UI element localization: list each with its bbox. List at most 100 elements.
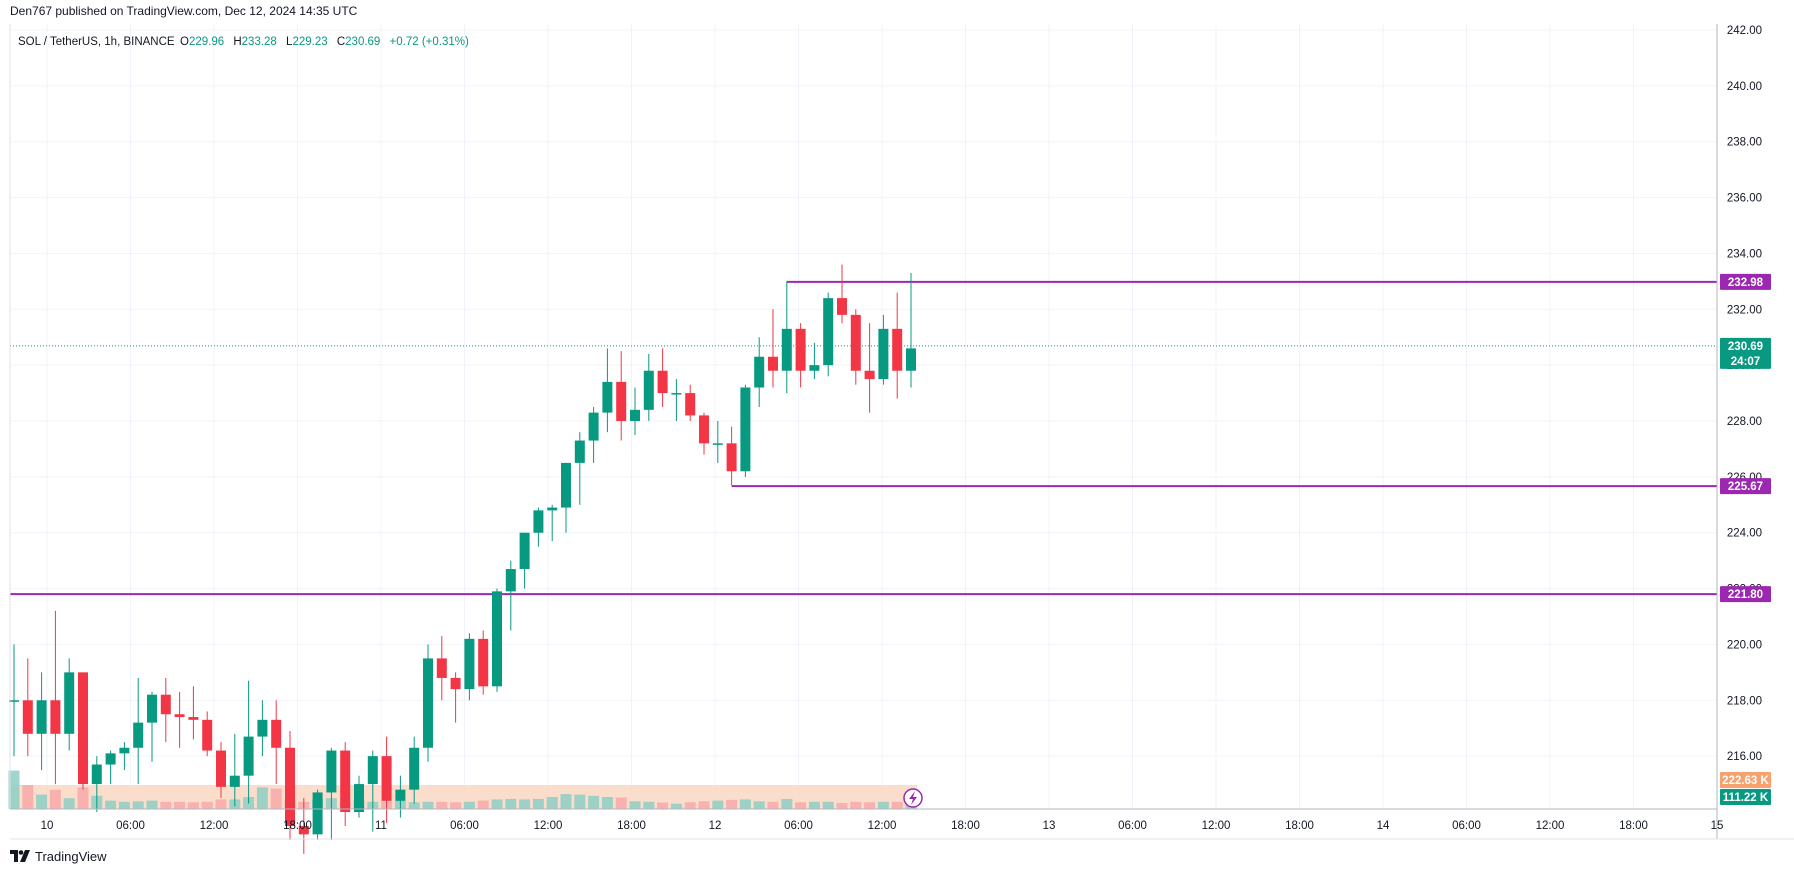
candle (91, 756, 102, 812)
candle-body (754, 356, 765, 388)
candle-body (367, 756, 378, 785)
volume-bar (670, 803, 682, 809)
candle-body (657, 370, 668, 394)
volume-bar (160, 801, 172, 809)
volume-bar (615, 797, 627, 809)
candle (50, 610, 61, 785)
candle (64, 658, 75, 751)
volume-current-tag-bg (1720, 789, 1771, 805)
candle (464, 633, 475, 701)
candle-body (22, 700, 33, 734)
candle (892, 292, 903, 399)
lightning-icon[interactable] (903, 788, 923, 808)
candle-body (174, 714, 185, 718)
tradingview-logo[interactable]: TradingView (10, 847, 107, 865)
candle-body (450, 677, 461, 690)
candle-body (726, 443, 737, 472)
y-tick-label: 242.00 (1727, 25, 1762, 37)
candle-body (340, 750, 351, 812)
volume-bar (256, 787, 268, 809)
candle-body (878, 328, 889, 380)
volume-bar (822, 801, 834, 809)
candle (809, 342, 820, 380)
volume-bar (795, 802, 807, 809)
price-axis[interactable]: 242.00 240.00 238.00 236.00 234.00 232.00 230.… (1727, 25, 1762, 763)
volume-bar (118, 801, 130, 809)
x-tick-label: 18:00 (617, 820, 646, 832)
candle-body (381, 756, 392, 801)
level-price-tag-text: 221.80 (1728, 589, 1763, 601)
volume-bar (560, 794, 572, 809)
y-tick-label: 228.00 (1727, 416, 1762, 428)
x-tick-label: 18:00 (951, 820, 980, 832)
candle (547, 504, 558, 542)
x-tick-label: 10 (41, 820, 54, 832)
candle (699, 412, 709, 455)
y-tick-label: 240.00 (1727, 81, 1762, 93)
candle-body (464, 638, 475, 690)
candle-body (643, 370, 654, 410)
candle-body (809, 365, 820, 371)
volume-bar (22, 785, 34, 809)
candle (285, 731, 295, 840)
candle (160, 677, 171, 743)
candle-body (602, 381, 613, 413)
y-tick-label: 216.00 (1727, 751, 1762, 763)
candle-body (685, 393, 696, 416)
candle (36, 672, 47, 771)
price-tags: 232.98 225.67 221.80 230.69 24:07 222.63 K 111… (1720, 273, 1771, 805)
volume-bar (546, 797, 558, 809)
y-tick-label: 224.00 (1727, 528, 1762, 540)
candle (271, 700, 282, 785)
publisher-bar: Den767 published on TradingView.com, Dec… (0, 0, 1794, 22)
level-price-tag-text: 225.67 (1728, 481, 1763, 493)
last-price-tag: 230.69 24:07 (1720, 337, 1771, 369)
time-axis[interactable]: 10 06:00 12:00 18:00 11 06:00 12:00 18:00 12 06:0… (41, 820, 1724, 832)
candle (630, 387, 640, 435)
candle (423, 644, 433, 762)
level-price-tag: 225.67 (1720, 478, 1771, 495)
volume-bar (77, 787, 89, 809)
volume-bars (8, 770, 917, 809)
candle-body (133, 722, 144, 748)
candle (119, 742, 130, 771)
candle (574, 432, 585, 505)
candle-body (823, 298, 834, 366)
x-tick-label: 13 (1043, 820, 1056, 832)
candle-body (271, 719, 282, 748)
candle-body (740, 387, 751, 472)
level-price-tag: 232.98 (1720, 273, 1771, 290)
candle-body (588, 412, 599, 441)
level-price-tag-bg (1720, 586, 1771, 603)
footer: TradingView (0, 843, 1794, 869)
volume-bar (574, 794, 586, 809)
candle-body (892, 328, 903, 371)
candle-body (354, 784, 364, 812)
candle-body (478, 638, 489, 687)
legend-h-label: H (233, 36, 241, 48)
candle (671, 379, 682, 421)
y-tick-label: 218.00 (1727, 695, 1762, 707)
volume-current-tag: 111.22 K (1720, 789, 1771, 805)
candle-body (864, 370, 875, 380)
candle (78, 672, 88, 790)
volume-bar (629, 801, 641, 809)
candle (878, 314, 889, 385)
candle-body (312, 792, 323, 835)
x-tick-label: 12:00 (534, 820, 563, 832)
x-tick-label: 18:00 (283, 820, 312, 832)
legend-l-label: L (286, 36, 293, 48)
legend-symbol: SOL / TetherUS, 1h, BINANCE (18, 36, 175, 48)
publisher-text: Den767 published on TradingView.com, Dec… (10, 4, 358, 18)
volume-bar (712, 800, 724, 809)
candle-body (326, 750, 337, 793)
candle (188, 686, 199, 740)
candle (9, 644, 19, 757)
candle (505, 560, 516, 631)
volume-bar (422, 801, 434, 809)
volume-bar (105, 800, 117, 809)
candle-body (837, 298, 847, 315)
level-price-tag-text: 232.98 (1728, 277, 1764, 289)
candle-body (519, 532, 530, 570)
